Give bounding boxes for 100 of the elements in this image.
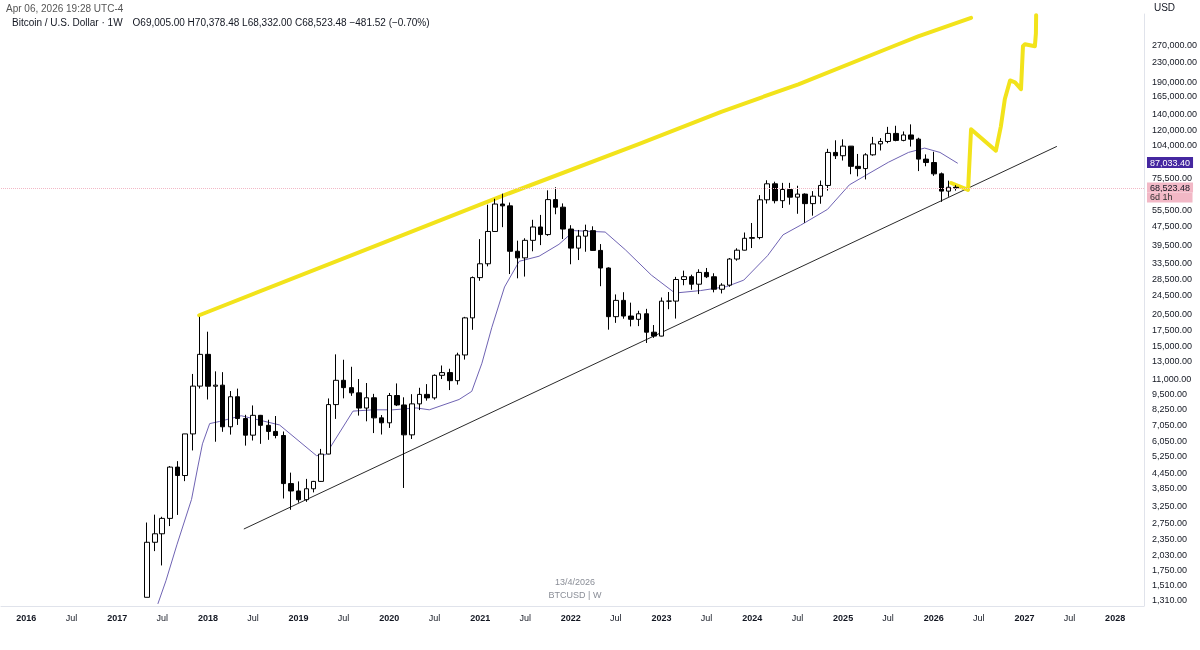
y-tick-label: 39,500.00 <box>1151 240 1192 251</box>
chart-title: Bitcoin / U.S. Dollar · 1W <box>12 16 124 28</box>
x-tick-label: 2023 <box>651 612 672 623</box>
y-tick-label: 13,000.00 <box>1151 356 1192 367</box>
candlestick <box>281 430 286 499</box>
candlestick <box>432 373 437 401</box>
x-tick-label: 2022 <box>560 612 581 623</box>
y-tick-label: 47,500.00 <box>1151 221 1192 232</box>
y-tick-label: 190,000.00 <box>1151 76 1197 87</box>
candlestick <box>689 274 694 291</box>
candlestick <box>477 238 483 282</box>
candlestick <box>863 152 868 180</box>
candlestick <box>939 172 944 203</box>
candlestick <box>953 184 959 192</box>
y-tick-label: 104,000.00 <box>1151 139 1197 150</box>
x-tick-label: Jul <box>156 612 168 623</box>
candlestick <box>636 310 641 327</box>
text: 6d 1h <box>1150 191 1173 202</box>
candlestick <box>560 202 566 240</box>
y-tick-label: 1,510.00 <box>1151 580 1187 591</box>
candlestick <box>825 148 831 192</box>
candlestick <box>681 270 687 286</box>
y-tick-label: 3,250.00 <box>1151 500 1187 511</box>
candlestick <box>931 151 937 177</box>
candlestick <box>818 180 823 205</box>
candlestick <box>439 365 445 380</box>
candlestick <box>522 237 528 278</box>
candlestick <box>311 480 316 493</box>
candlestick <box>462 316 468 361</box>
x-tick-label: 2017 <box>107 612 128 623</box>
line-series <box>949 13 1039 192</box>
candlestick <box>901 130 906 142</box>
y-tick-label: 11,000.00 <box>1151 373 1192 384</box>
candlestick <box>175 460 180 516</box>
candlestick <box>598 243 603 287</box>
y-tick-label: 5,250.00 <box>1151 450 1187 461</box>
candlestick <box>304 478 309 503</box>
x-tick-label: 2024 <box>742 612 763 623</box>
y-tick-label: 6,050.00 <box>1151 435 1187 446</box>
candlestick <box>333 353 339 420</box>
candlestick <box>273 415 278 439</box>
y-tick-label: 140,000.00 <box>1151 108 1197 119</box>
candlestick <box>704 267 709 279</box>
candlestick <box>659 296 664 337</box>
candlestick <box>507 202 513 275</box>
y-tick-label: 270,000.00 <box>1151 40 1197 51</box>
x-tick-label: Jul <box>882 612 894 623</box>
candlestick <box>515 240 520 279</box>
y-tick-label: 75,500.00 <box>1151 172 1192 183</box>
candlestick <box>568 224 574 265</box>
candlestick <box>590 225 596 252</box>
y-tick-label: 33,500.00 <box>1151 257 1192 268</box>
y-tick-label: 15,000.00 <box>1151 341 1192 352</box>
candlestick <box>787 182 793 206</box>
chart-subtitle: O69,005.00 H70,378.48 L68,332.00 C68,523.48 −481.52 (−0.70%) <box>132 16 430 28</box>
text: 87,033.40 <box>1150 157 1191 168</box>
candlestick <box>628 302 634 327</box>
candlestick <box>213 370 218 443</box>
candlestick <box>447 368 453 391</box>
candlestick <box>885 126 891 144</box>
y-tick-label: 3,850.00 <box>1151 482 1187 493</box>
x-tick-label: 2027 <box>1014 612 1035 623</box>
y-tick-label: 2,750.00 <box>1151 518 1187 529</box>
candlestick <box>916 137 921 172</box>
text: Apr 06, 2026 19:28 UTC-4 <box>6 2 124 14</box>
candlestick <box>220 371 225 433</box>
candlestick <box>470 276 475 331</box>
x-tick-label: Jul <box>610 612 622 623</box>
y-tick-label: 20,500.00 <box>1151 308 1192 319</box>
x-tick-label: 2026 <box>923 612 944 623</box>
candlestick <box>795 185 800 215</box>
candlestick <box>727 257 732 288</box>
y-tick-label: 28,500.00 <box>1151 274 1192 285</box>
candlestick <box>583 224 588 253</box>
x-tick-label: Jul <box>428 612 441 623</box>
candlestick <box>530 219 536 252</box>
candlestick <box>923 153 929 167</box>
candlestick <box>621 291 626 320</box>
y-tick-label: 230,000.00 <box>1151 56 1197 67</box>
candlestick <box>258 414 263 445</box>
x-tick-label: Jul <box>65 612 78 623</box>
candlestick <box>651 324 657 339</box>
candlestick <box>235 388 240 426</box>
candlestick <box>455 352 460 386</box>
y-tick-label: 8,250.00 <box>1151 403 1187 414</box>
candlestick <box>545 189 551 237</box>
candlestick <box>553 186 558 215</box>
candlestick <box>644 308 649 344</box>
candlestick <box>341 359 346 399</box>
candlestick <box>802 192 808 224</box>
candlestick <box>538 214 543 246</box>
annotation: 13/4/2026 <box>554 576 596 587</box>
candlestick <box>250 404 256 442</box>
x-tick-label: 2020 <box>379 612 400 623</box>
y-tick-label: 1,310.00 <box>1151 595 1187 606</box>
x-tick-label: 2025 <box>833 612 854 623</box>
candlestick <box>387 392 392 429</box>
candlestick <box>711 272 717 293</box>
y-tick-label: 2,030.00 <box>1151 549 1187 560</box>
annotation: BTCUSD | W <box>548 589 602 600</box>
